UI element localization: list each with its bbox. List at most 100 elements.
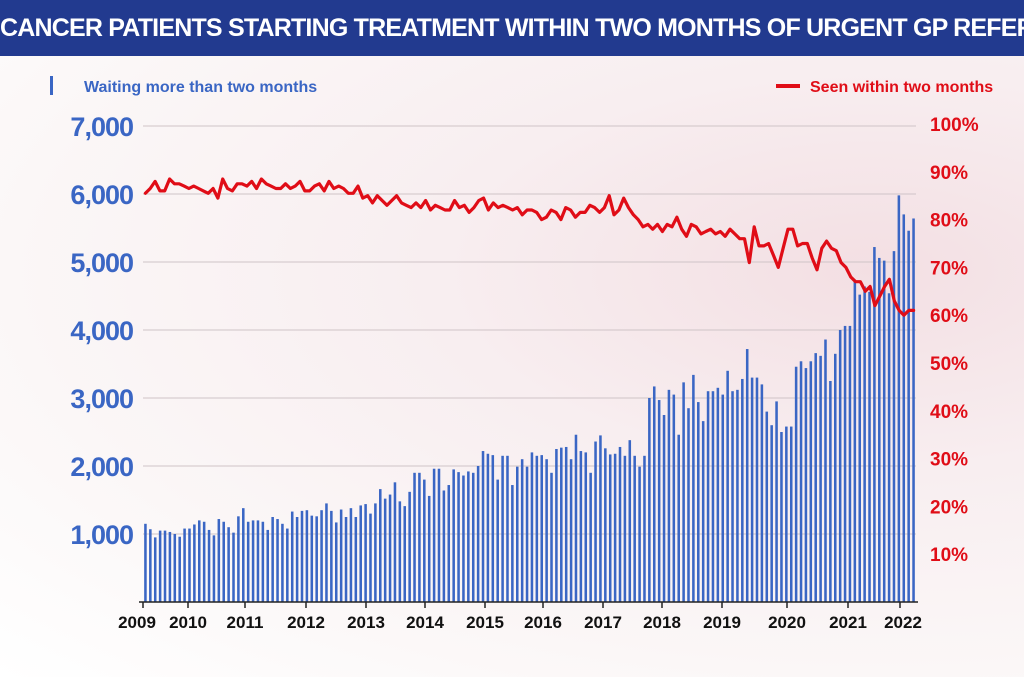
bar (697, 402, 700, 602)
chart-title: CANCER PATIENTS STARTING TREATMENT WITHI… (0, 14, 1024, 42)
bar (618, 446, 622, 602)
bar (604, 448, 607, 602)
bar (608, 454, 612, 602)
bar (878, 257, 881, 602)
bar (369, 513, 372, 602)
bar (765, 411, 769, 602)
bar (486, 453, 490, 602)
bar (633, 455, 636, 602)
bar (682, 382, 685, 602)
y-right-tick-label: 90% (930, 163, 968, 184)
bar (379, 489, 382, 602)
y-right-tick-label: 100% (930, 115, 979, 136)
bar (232, 532, 235, 602)
bar (207, 529, 211, 602)
bar (853, 281, 857, 602)
bar (657, 400, 661, 602)
bar (471, 472, 475, 602)
bar (251, 520, 255, 602)
bar (163, 530, 167, 602)
legend-bars-label: Waiting more than two months (84, 79, 317, 96)
bar (530, 452, 534, 602)
bar (775, 401, 778, 602)
bar (442, 490, 446, 602)
y-right-tick-label: 20% (930, 497, 968, 518)
bar (711, 391, 715, 602)
bar (178, 536, 181, 602)
bar (594, 441, 597, 602)
x-tick-label: 2018 (643, 613, 681, 632)
y-right-tick-label: 10% (930, 545, 968, 566)
bar (437, 468, 441, 602)
bar (848, 325, 852, 602)
y-right-tick-label: 40% (930, 402, 968, 423)
bar (388, 494, 392, 602)
bar (892, 251, 896, 602)
bar (418, 472, 421, 602)
bar (491, 455, 495, 602)
bar (452, 469, 455, 602)
bar (701, 421, 705, 602)
bar (692, 374, 695, 602)
bar (325, 503, 328, 602)
legend-line-swatch (776, 84, 800, 88)
bar (374, 503, 377, 602)
x-tick-label: 2017 (584, 613, 622, 632)
bar (202, 521, 206, 602)
bar (501, 455, 504, 602)
bar (467, 471, 470, 602)
bar (706, 391, 710, 602)
bar (339, 509, 343, 602)
bar (648, 398, 651, 602)
bar (780, 432, 783, 602)
bar (334, 522, 338, 602)
bar (158, 530, 162, 602)
bar (266, 529, 270, 602)
bar (623, 455, 627, 602)
bar (271, 517, 274, 602)
x-tick-label: 2010 (169, 613, 207, 632)
y-left-tick-label: 2,000 (70, 452, 133, 482)
x-tick-label: 2022 (884, 613, 922, 632)
bar (750, 377, 754, 602)
y-left-tick-label: 7,000 (70, 112, 133, 142)
bar (413, 472, 416, 602)
bar (912, 218, 915, 603)
bar (310, 515, 314, 602)
bar (584, 452, 588, 602)
bar (736, 389, 739, 602)
bar (579, 451, 583, 602)
bar (403, 506, 407, 602)
bar (721, 394, 725, 602)
bar (305, 510, 309, 602)
bar (824, 339, 827, 602)
bar (359, 505, 362, 602)
y-right-tick-label: 30% (930, 450, 968, 471)
bar (222, 521, 225, 602)
bar (550, 472, 553, 602)
bar (525, 466, 529, 602)
x-tick-label: 2011 (227, 613, 264, 632)
y-left-tick-label: 3,000 (70, 384, 133, 414)
bar (643, 455, 646, 602)
y-left-tick-label: 4,000 (70, 316, 133, 346)
bar (520, 459, 524, 602)
bar (873, 247, 876, 603)
bar (197, 520, 201, 602)
bar (819, 355, 822, 602)
bar (628, 440, 632, 602)
bar (868, 291, 871, 602)
x-tick-label: 2015 (466, 613, 504, 632)
bar (506, 455, 509, 602)
y-right-tick-label: 60% (930, 306, 968, 327)
bar (427, 495, 431, 602)
bar (770, 425, 773, 602)
x-tick-label: 2012 (287, 613, 325, 632)
bar (902, 214, 906, 602)
bar (300, 510, 304, 602)
bar (731, 391, 734, 602)
y-left-tick-label: 6,000 (70, 180, 133, 210)
bar (153, 537, 157, 602)
bar (560, 447, 563, 602)
